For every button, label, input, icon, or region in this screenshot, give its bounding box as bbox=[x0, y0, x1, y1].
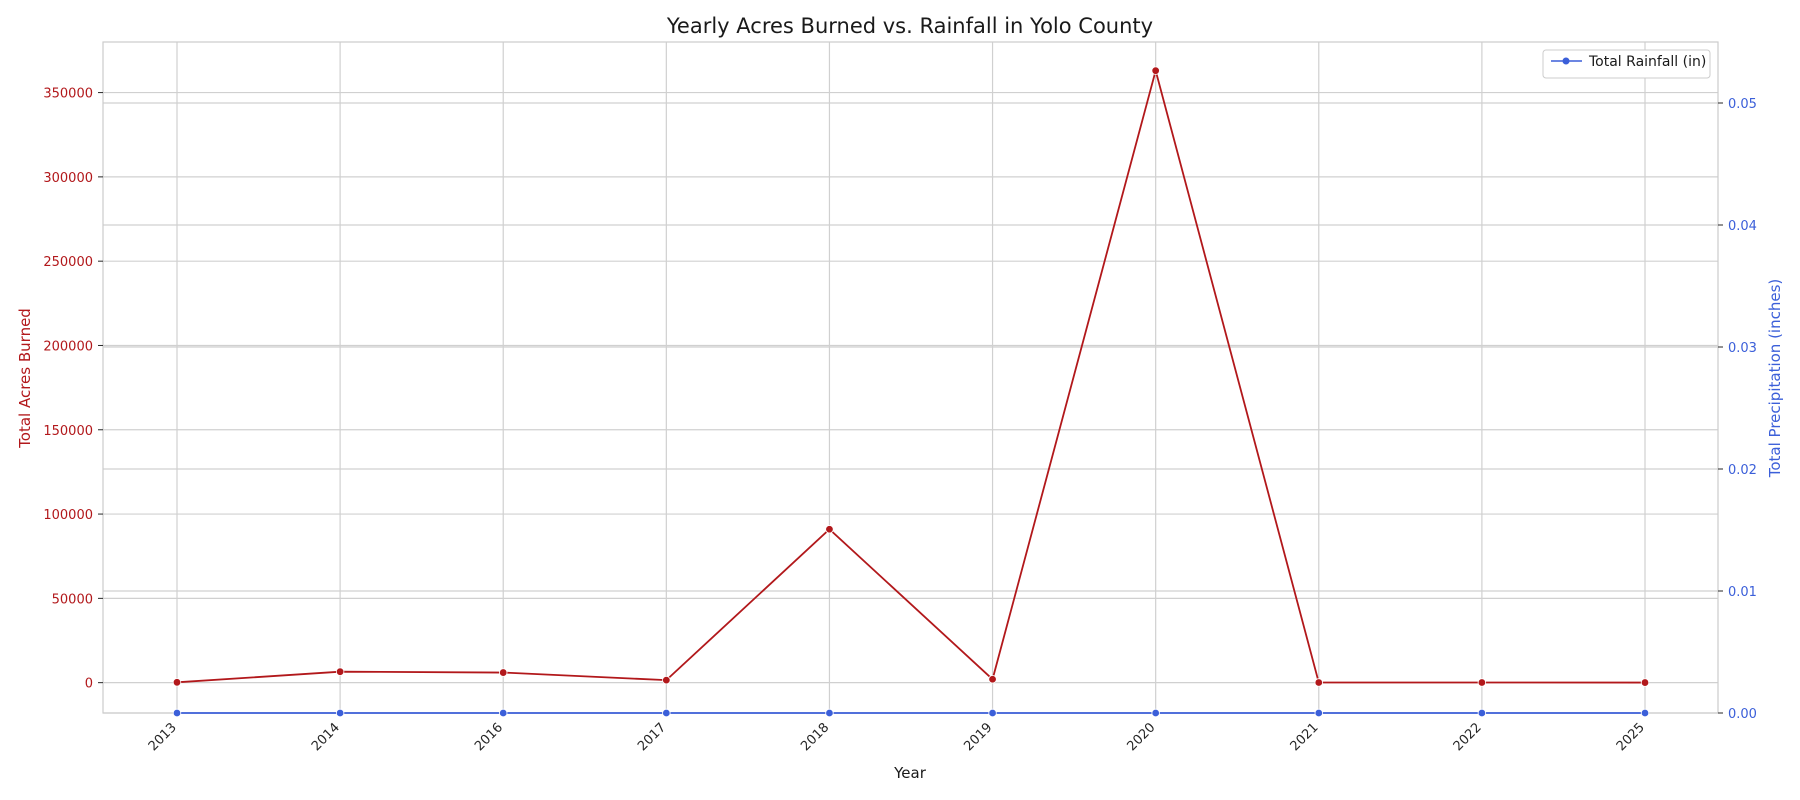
right-tick-label: 0.05 bbox=[1728, 97, 1757, 112]
right-axis-ticks: 0.00 0.01 0.02 0.03 0.04 0.05 bbox=[1718, 97, 1757, 722]
acres-burned-point bbox=[1477, 678, 1487, 687]
right-tick-label: 0.02 bbox=[1728, 463, 1757, 478]
acres-burned-point bbox=[988, 675, 997, 684]
left-tick-label: 300000 bbox=[43, 171, 93, 186]
rainfall-point bbox=[172, 708, 182, 718]
left-tick-label: 350000 bbox=[43, 87, 93, 102]
x-axis-title: Year bbox=[893, 764, 927, 782]
left-tick-label: 100000 bbox=[43, 508, 93, 523]
x-tick-label: 2021 bbox=[1288, 720, 1322, 754]
rainfall-point bbox=[1477, 708, 1487, 718]
chart-title: Yearly Acres Burned vs. Rainfall in Yolo… bbox=[666, 14, 1153, 38]
right-tick-label: 0.03 bbox=[1728, 341, 1757, 356]
acres-burned-point bbox=[1640, 678, 1650, 687]
x-axis-ticks: 2013 2014 2016 2017 2018 2019 2020 2021 2022 2025 bbox=[146, 720, 1648, 754]
left-tick-label: 250000 bbox=[43, 255, 93, 270]
x-tick-label: 2013 bbox=[146, 720, 180, 754]
series-layer bbox=[172, 66, 1650, 718]
acres-burned-point bbox=[825, 525, 834, 534]
rainfall-series bbox=[172, 708, 1650, 718]
rainfall-point bbox=[825, 708, 834, 718]
x-tick-label: 2016 bbox=[472, 720, 506, 754]
x-tick-label: 2020 bbox=[1124, 720, 1158, 754]
right-axis-title: Total Precipitation (inches) bbox=[1766, 279, 1784, 479]
acres-burned-point bbox=[1314, 678, 1323, 687]
acres-burned-line bbox=[176, 67, 1646, 684]
rainfall-point bbox=[988, 708, 997, 718]
x-tick-label: 2018 bbox=[798, 720, 832, 754]
rainfall-point bbox=[335, 708, 345, 718]
x-tick-label: 2017 bbox=[635, 720, 669, 754]
left-axis-title: Total Acres Burned bbox=[16, 308, 34, 449]
legend-label: Total Rainfall (in) bbox=[1588, 54, 1706, 70]
acres-burned-series bbox=[172, 66, 1650, 687]
left-tick-label: 50000 bbox=[52, 592, 93, 607]
x-tick-label: 2022 bbox=[1451, 720, 1485, 754]
plot-frame bbox=[102, 41, 1719, 714]
left-tick-label: 0 bbox=[85, 677, 93, 692]
left-tick-label: 200000 bbox=[43, 339, 93, 354]
x-tick-label: 2025 bbox=[1614, 720, 1648, 754]
grid-layer bbox=[103, 42, 1718, 714]
rainfall-point bbox=[499, 708, 508, 718]
rainfall-point bbox=[1640, 708, 1650, 718]
x-tick-label: 2014 bbox=[309, 720, 343, 754]
acres-burned-point bbox=[335, 667, 345, 676]
acres-burned-point bbox=[1151, 66, 1160, 75]
rainfall-point bbox=[662, 708, 671, 718]
legend-marker-icon bbox=[1562, 57, 1570, 65]
right-tick-label: 0.00 bbox=[1728, 707, 1757, 722]
acres-burned-point bbox=[172, 678, 182, 687]
right-tick-label: 0.01 bbox=[1728, 585, 1757, 600]
right-tick-label: 0.04 bbox=[1728, 219, 1757, 234]
acres-burned-point bbox=[662, 675, 671, 685]
left-axis-ticks: 0 50000 100000 150000 200000 250000 300000 3500… bbox=[43, 87, 103, 692]
legend-box bbox=[1542, 49, 1711, 79]
legend: Total Rainfall (in) bbox=[1542, 49, 1711, 79]
rainfall-point bbox=[1151, 708, 1160, 718]
acres-burned-point bbox=[499, 668, 508, 677]
left-tick-label: 150000 bbox=[43, 424, 93, 439]
rainfall-point bbox=[1314, 708, 1323, 718]
x-tick-label: 2019 bbox=[961, 720, 995, 754]
